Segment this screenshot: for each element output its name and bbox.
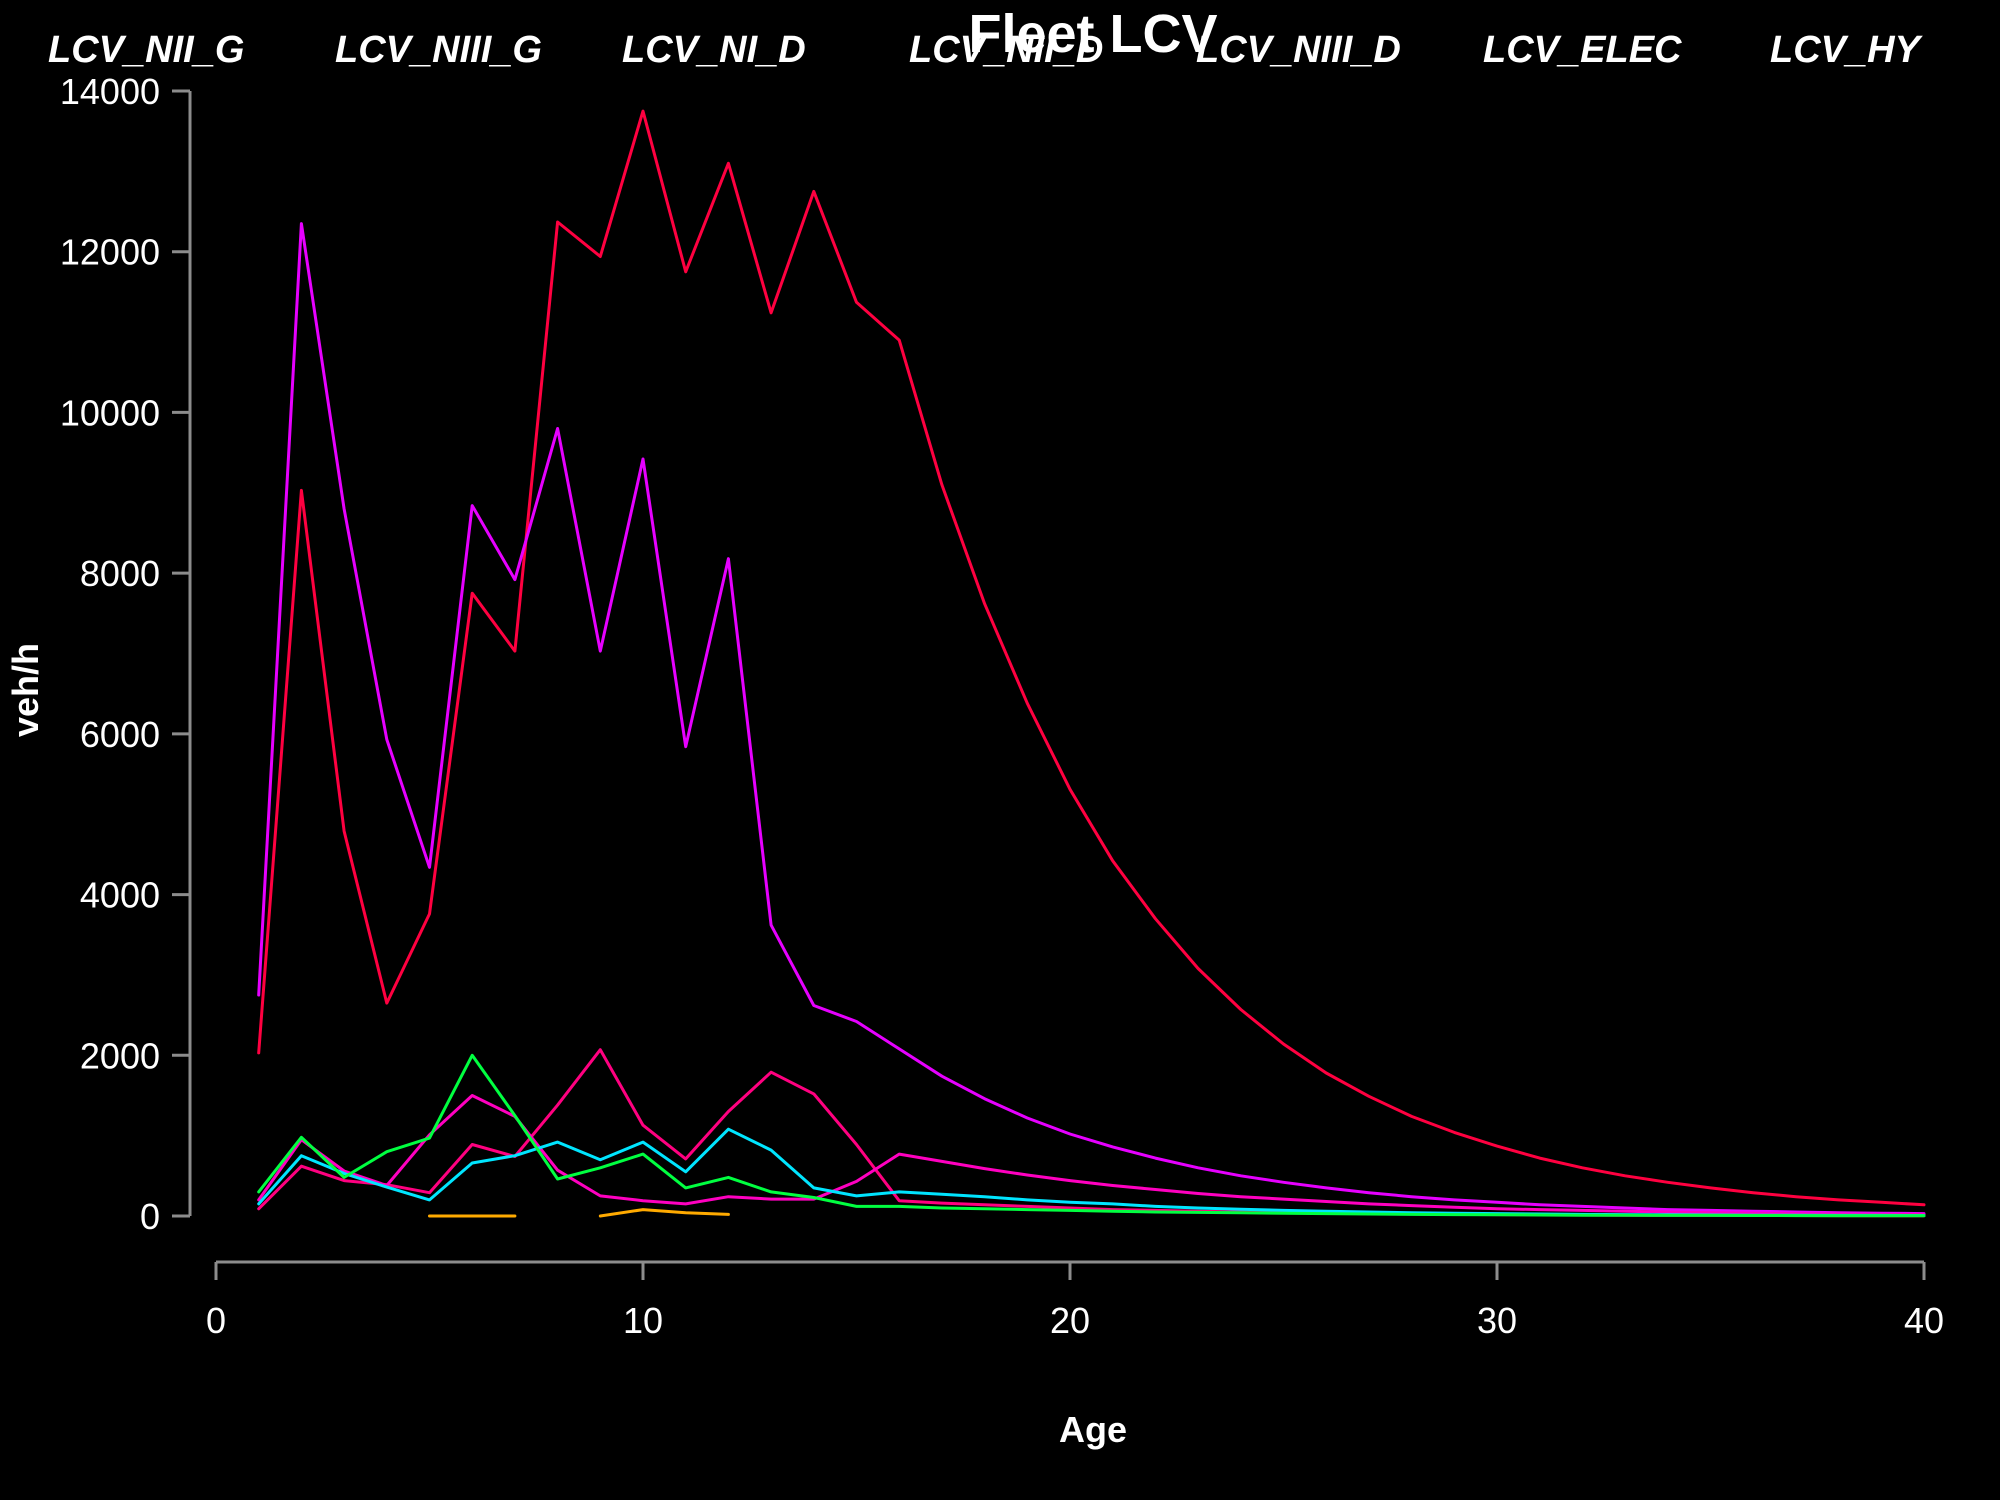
axes-layer: 0 2000 4000 6000 8000 10000 12000 14000 0 10 20 30 4…	[60, 71, 1944, 1341]
x-tick-label: 20	[1050, 1300, 1090, 1341]
y-tick-label: 10000	[60, 392, 160, 433]
chart-title: Fleet LCV	[968, 4, 1217, 64]
legend-entry-lcv-nii-d: LCV_NII_D	[909, 29, 1103, 71]
series-line-lcv-elec	[257, 1053, 1926, 1218]
legend-entry-lcv-niii-g: LCV_NIII_G	[335, 29, 542, 71]
legend-entry-lcv-hy: LCV_HY	[1770, 29, 1924, 71]
series-layer	[257, 109, 1926, 1218]
legend-entry-lcv-niii-d: LCV_NIII_D	[1196, 29, 1401, 71]
y-axis-title: veh/h	[5, 643, 46, 737]
legend-entry-lcv-elec: LCV_ELEC	[1483, 29, 1682, 71]
x-tick-label: 30	[1477, 1300, 1517, 1341]
y-tick-label: 14000	[60, 71, 160, 112]
y-tick-label: 2000	[80, 1035, 160, 1076]
y-tick-label: 6000	[80, 714, 160, 755]
y-tick-label: 0	[140, 1196, 160, 1237]
legend-entry-lcv-nii-g: LCV_NII_G	[48, 29, 244, 71]
x-axis-title: Age	[1059, 1409, 1127, 1450]
x-tick-label: 40	[1904, 1300, 1944, 1341]
legend: LCV_NII_G LCV_NIII_G LCV_NI_D LCV_NII_D LCV_…	[48, 29, 1924, 71]
series-line-lcv-hy	[598, 1208, 730, 1218]
y-tick-label: 12000	[60, 232, 160, 273]
y-tick-label: 4000	[80, 875, 160, 916]
y-tick-label: 8000	[80, 553, 160, 594]
legend-entry-lcv-ni-d: LCV_NI_D	[622, 29, 806, 71]
x-tick-label: 10	[623, 1300, 663, 1341]
series-line-lcv-nii-g	[257, 109, 1926, 1207]
x-tick-label: 0	[206, 1300, 226, 1341]
series-line-lcv-nii-d	[257, 1094, 1926, 1217]
series-line-lcv-niii-g	[257, 222, 1926, 1216]
